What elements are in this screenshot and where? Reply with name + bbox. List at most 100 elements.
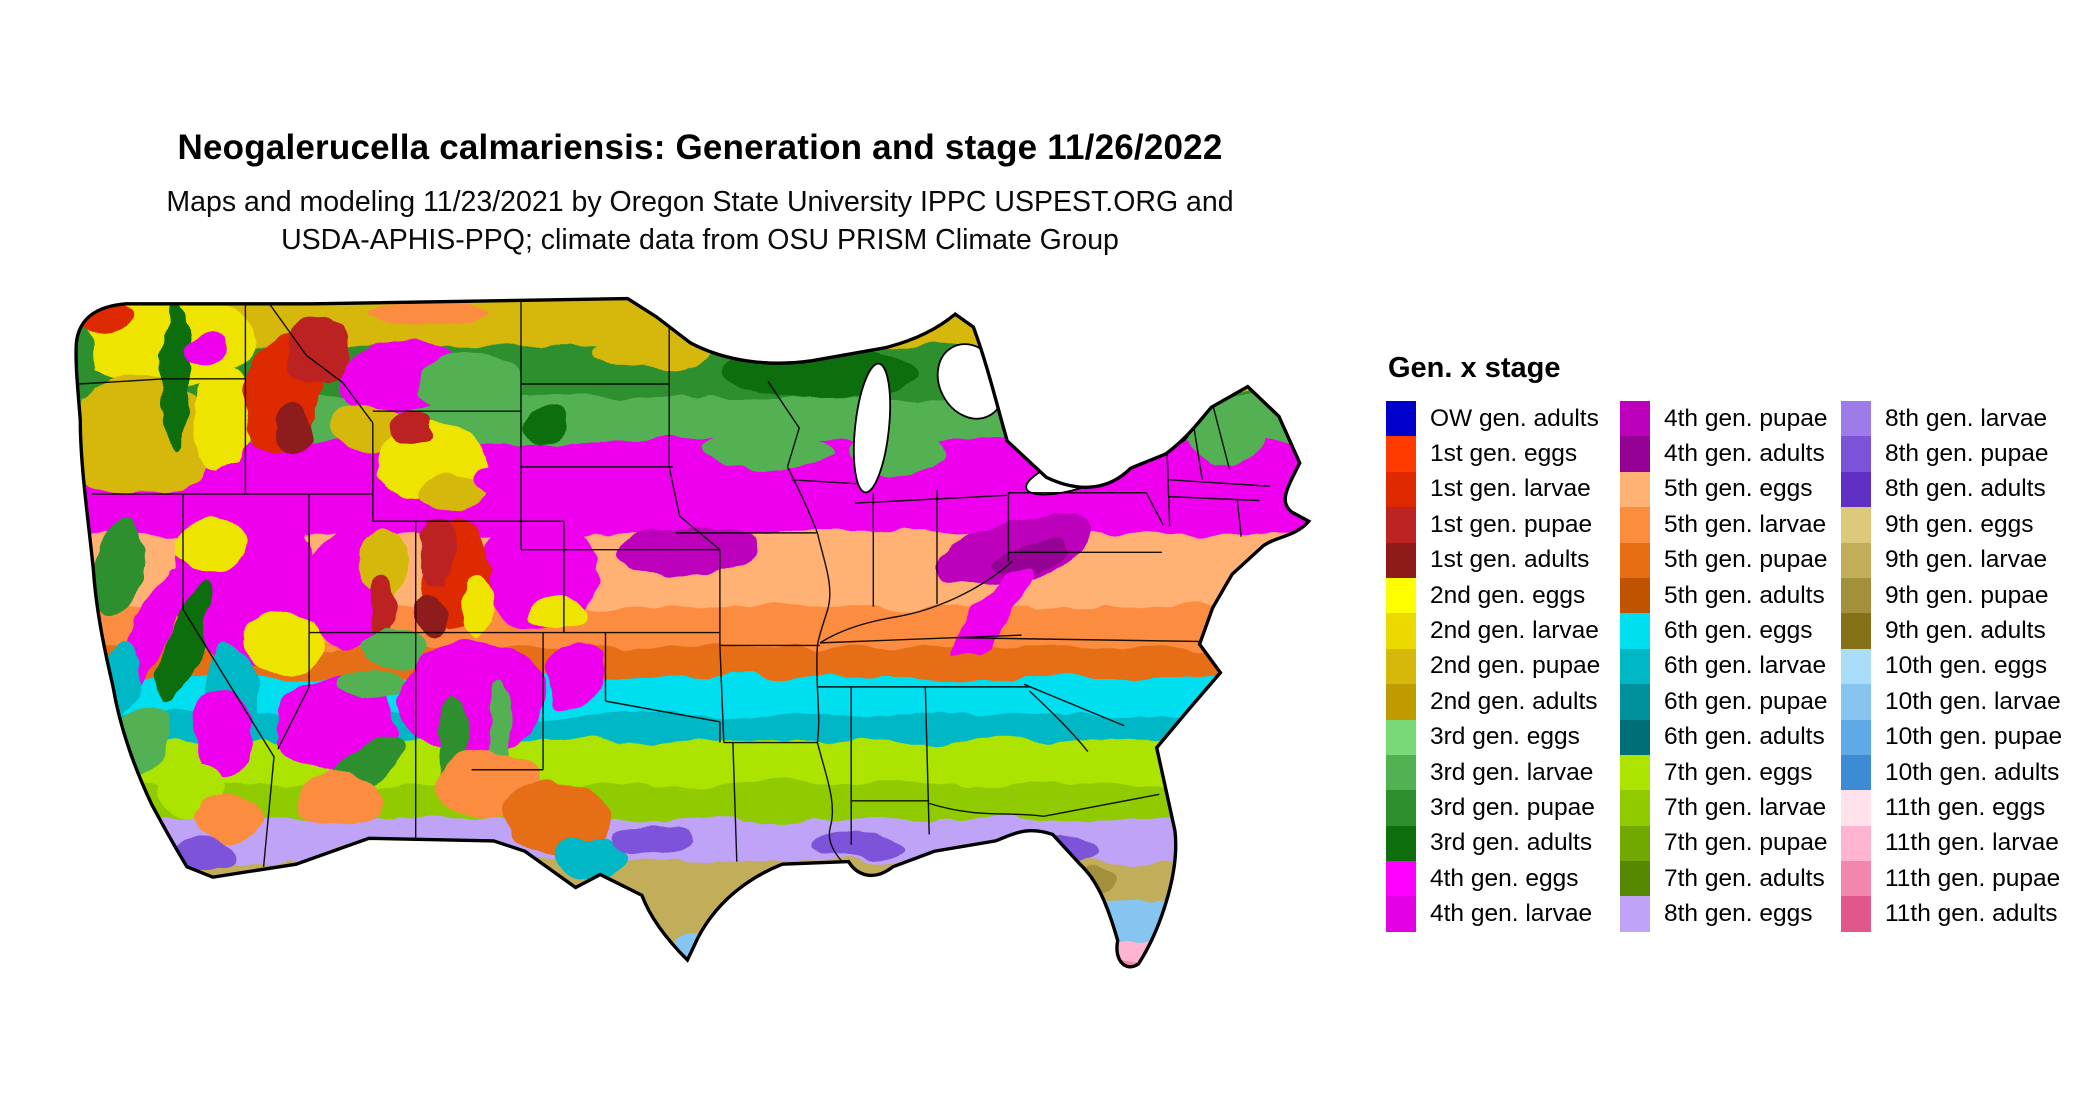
legend-title: Gen. x stage	[1388, 352, 1561, 384]
legend-entry: 2nd gen. eggs	[1386, 577, 1620, 614]
legend-entry-label: 6th gen. adults	[1664, 723, 1825, 751]
legend-entry: 11th gen. eggs	[1841, 790, 2093, 826]
legend-swatch	[1841, 648, 1871, 685]
legend-entry: 7th gen. larvae	[1620, 790, 1841, 826]
legend-swatch	[1841, 471, 1871, 508]
legend-entry-label: 6th gen. larvae	[1664, 652, 1827, 680]
legend-entry-label: 8th gen. eggs	[1664, 900, 1813, 928]
legend-column: 4th gen. pupae 4th gen. adults 5th gen. eg…	[1620, 401, 1841, 932]
legend-entry-label: OW gen. adults	[1430, 404, 1599, 432]
legend-entry: 3rd gen. eggs	[1386, 719, 1620, 755]
legend-swatch	[1620, 861, 1650, 897]
legend-entry-label: 11th gen. eggs	[1885, 793, 2046, 821]
legend-swatch	[1386, 648, 1416, 685]
legend-entry-label: 3rd gen. larvae	[1430, 758, 1594, 786]
legend-swatch	[1841, 507, 1871, 543]
us-map-svg	[74, 296, 1312, 969]
legend-entry: 7th gen. eggs	[1620, 754, 1841, 791]
legend-swatch	[1841, 401, 1871, 437]
legend-entry-label: 10th gen. adults	[1885, 758, 2060, 786]
legend-entry: 6th gen. pupae	[1620, 684, 1841, 720]
legend-entry-label: 2nd gen. larvae	[1430, 617, 1599, 645]
legend-entry-label: 5th gen. eggs	[1664, 475, 1813, 503]
legend-entry: 3rd gen. larvae	[1386, 754, 1620, 791]
legend-entry: 10th gen. pupae	[1841, 719, 2093, 755]
legend-entry: 3rd gen. adults	[1386, 825, 1620, 862]
legend-entry-label: 4th gen. larvae	[1430, 900, 1593, 928]
legend-swatch	[1386, 577, 1416, 614]
legend-swatch	[1386, 401, 1416, 437]
legend-swatch	[1386, 471, 1416, 508]
legend-entry-label: 11th gen. pupae	[1885, 864, 2061, 892]
legend-entry: 1st gen. eggs	[1386, 436, 1620, 472]
legend-entry: 3rd gen. pupae	[1386, 790, 1620, 826]
figure-subtitle-line1: Maps and modeling 11/23/2021 by Oregon S…	[166, 186, 1234, 218]
legend: Gen. x stage OW gen. adults 1st gen. eggs…	[1386, 352, 2093, 932]
legend-swatch	[1841, 861, 1871, 897]
legend-entry: 4th gen. adults	[1620, 436, 1841, 472]
legend-swatch	[1620, 896, 1650, 932]
legend-swatch	[1620, 790, 1650, 826]
legend-entry-label: 10th gen. pupae	[1885, 723, 2063, 751]
legend-swatch	[1841, 790, 1871, 826]
legend-swatch	[1386, 825, 1416, 862]
legend-entry-label: 11th gen. adults	[1885, 900, 2058, 928]
legend-entry-label: 3rd gen. adults	[1430, 829, 1593, 857]
legend-entry: 6th gen. adults	[1620, 719, 1841, 755]
legend-entry: 7th gen. adults	[1620, 861, 1841, 897]
legend-entry: 4th gen. larvae	[1386, 896, 1620, 932]
legend-entry-label: 5th gen. larvae	[1664, 510, 1827, 538]
legend-entry: 9th gen. adults	[1841, 613, 2093, 649]
figure-subtitle: Maps and modeling 11/23/2021 by Oregon S…	[0, 184, 1400, 259]
legend-entry: 2nd gen. adults	[1386, 684, 1620, 720]
legend-swatch	[1841, 542, 1871, 578]
legend-entry: 10th gen. larvae	[1841, 684, 2093, 720]
legend-entry-label: 7th gen. pupae	[1664, 829, 1828, 857]
legend-swatch	[1386, 436, 1416, 472]
legend-entry-label: 3rd gen. eggs	[1430, 723, 1580, 751]
legend-swatch	[1620, 507, 1650, 543]
lake-michigan	[852, 362, 892, 494]
legend-swatch	[1841, 754, 1871, 791]
legend-swatch	[1386, 507, 1416, 543]
legend-entry-label: 3rd gen. pupae	[1430, 793, 1595, 821]
legend-swatch	[1841, 613, 1871, 649]
legend-entry: 5th gen. adults	[1620, 577, 1841, 614]
legend-swatch	[1841, 719, 1871, 755]
legend-entry-label: 1st gen. pupae	[1430, 510, 1593, 538]
legend-swatch	[1620, 613, 1650, 649]
legend-entry-label: 2nd gen. adults	[1430, 687, 1598, 715]
legend-swatch	[1841, 684, 1871, 720]
legend-swatch	[1620, 648, 1650, 685]
us-generation-stage-map	[40, 296, 1340, 982]
figure-subtitle-line2: USDA-APHIS-PPQ; climate data from OSU PR…	[281, 223, 1119, 256]
legend-entry-label: 2nd gen. eggs	[1430, 581, 1586, 609]
legend-entry: 2nd gen. larvae	[1386, 613, 1620, 649]
legend-entry-label: 4th gen. pupae	[1664, 404, 1828, 432]
legend-entry: 8th gen. eggs	[1620, 896, 1841, 932]
legend-entry: 10th gen. eggs	[1841, 648, 2093, 685]
legend-entry: 8th gen. larvae	[1841, 401, 2093, 437]
legend-entry-label: 6th gen. eggs	[1664, 617, 1813, 645]
legend-swatch	[1841, 436, 1871, 472]
legend-entry-label: 2nd gen. pupae	[1430, 652, 1601, 680]
legend-swatch	[1386, 719, 1416, 755]
legend-entry: 4th gen. pupae	[1620, 401, 1841, 437]
legend-entry-label: 4th gen. adults	[1664, 440, 1825, 468]
legend-swatch	[1386, 861, 1416, 897]
legend-entry-label: 5th gen. adults	[1664, 581, 1825, 609]
figure-title: Neogalerucella calmariensis: Generation …	[177, 128, 1223, 167]
legend-entry: 4th gen. eggs	[1386, 861, 1620, 897]
legend-swatch	[1386, 542, 1416, 578]
legend-swatch	[1620, 471, 1650, 508]
legend-swatch	[1620, 436, 1650, 472]
legend-entry-label: 8th gen. pupae	[1885, 440, 2049, 468]
legend-swatch	[1620, 719, 1650, 755]
legend-entry-label: 1st gen. eggs	[1430, 440, 1578, 468]
legend-entry-label: 9th gen. adults	[1885, 617, 2046, 645]
legend-swatch	[1386, 613, 1416, 649]
legend-entry: 5th gen. larvae	[1620, 507, 1841, 543]
legend-swatch	[1620, 754, 1650, 791]
legend-entry: 1st gen. adults	[1386, 542, 1620, 578]
